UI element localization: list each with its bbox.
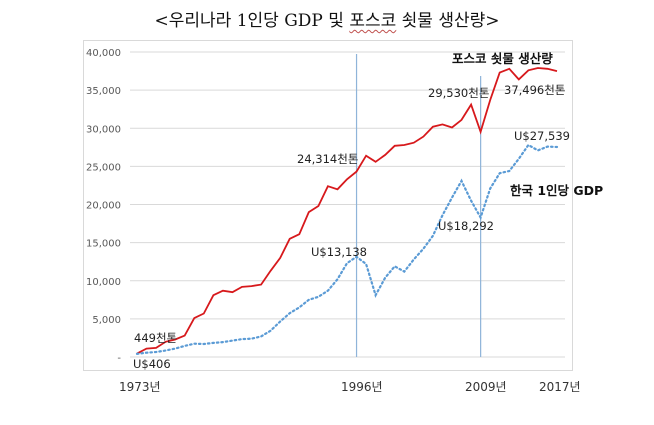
steel-production-line [136, 67, 558, 355]
x-tick-1973: 1973년 [119, 380, 161, 394]
chart-title: <우리나라 1인당 GDP 및 포스코 쇳물 생산량> [0, 6, 654, 31]
annotation-gdp-1973: U$406 [133, 357, 171, 371]
annotation-gdp-2009: U$18,292 [438, 219, 494, 233]
title-underlined-word: 포스코 [349, 11, 397, 31]
y-tick-label: 20,000 [86, 201, 121, 212]
title-suffix: 쇳물 생산량> [396, 11, 500, 31]
annotation-steel-1973: 449천톤 [134, 331, 177, 345]
annotation-steel-2017: 37,496천톤 [504, 83, 565, 97]
x-tick-2009: 2009년 [465, 380, 507, 394]
y-tick-label: 30,000 [86, 124, 121, 135]
x-tick-1996: 1996년 [341, 380, 383, 394]
annotation-gdp-2017: U$27,539 [514, 129, 570, 143]
gridlines [130, 51, 565, 358]
annotation-steel-1996: 24,314천톤 [297, 152, 358, 166]
series-label-gdp: 한국 1인당 GDP [510, 183, 603, 198]
y-tick-label: 40,000 [86, 48, 121, 59]
y-axis-ticks: - 5,000 10,000 15,000 20,000 25,000 30,000 35,0… [86, 48, 121, 364]
x-tick-2017: 2017년 [539, 380, 581, 394]
series-label-steel: 포스코 쇳물 생산량 [452, 51, 553, 66]
y-tick-label: 10,000 [86, 277, 121, 288]
y-tick-label: 5,000 [92, 315, 121, 326]
annotation-steel-2009: 29,530천톤 [428, 86, 489, 100]
gdp-per-capita-line [135, 143, 559, 355]
title-prefix: <우리나라 1인당 GDP 및 [154, 11, 350, 31]
y-tick-label: 15,000 [86, 239, 121, 250]
y-tick-label: 25,000 [86, 162, 121, 173]
y-tick-label: - [117, 353, 121, 364]
y-tick-label: 35,000 [86, 86, 121, 97]
annotation-gdp-1996: U$13,138 [311, 245, 367, 259]
